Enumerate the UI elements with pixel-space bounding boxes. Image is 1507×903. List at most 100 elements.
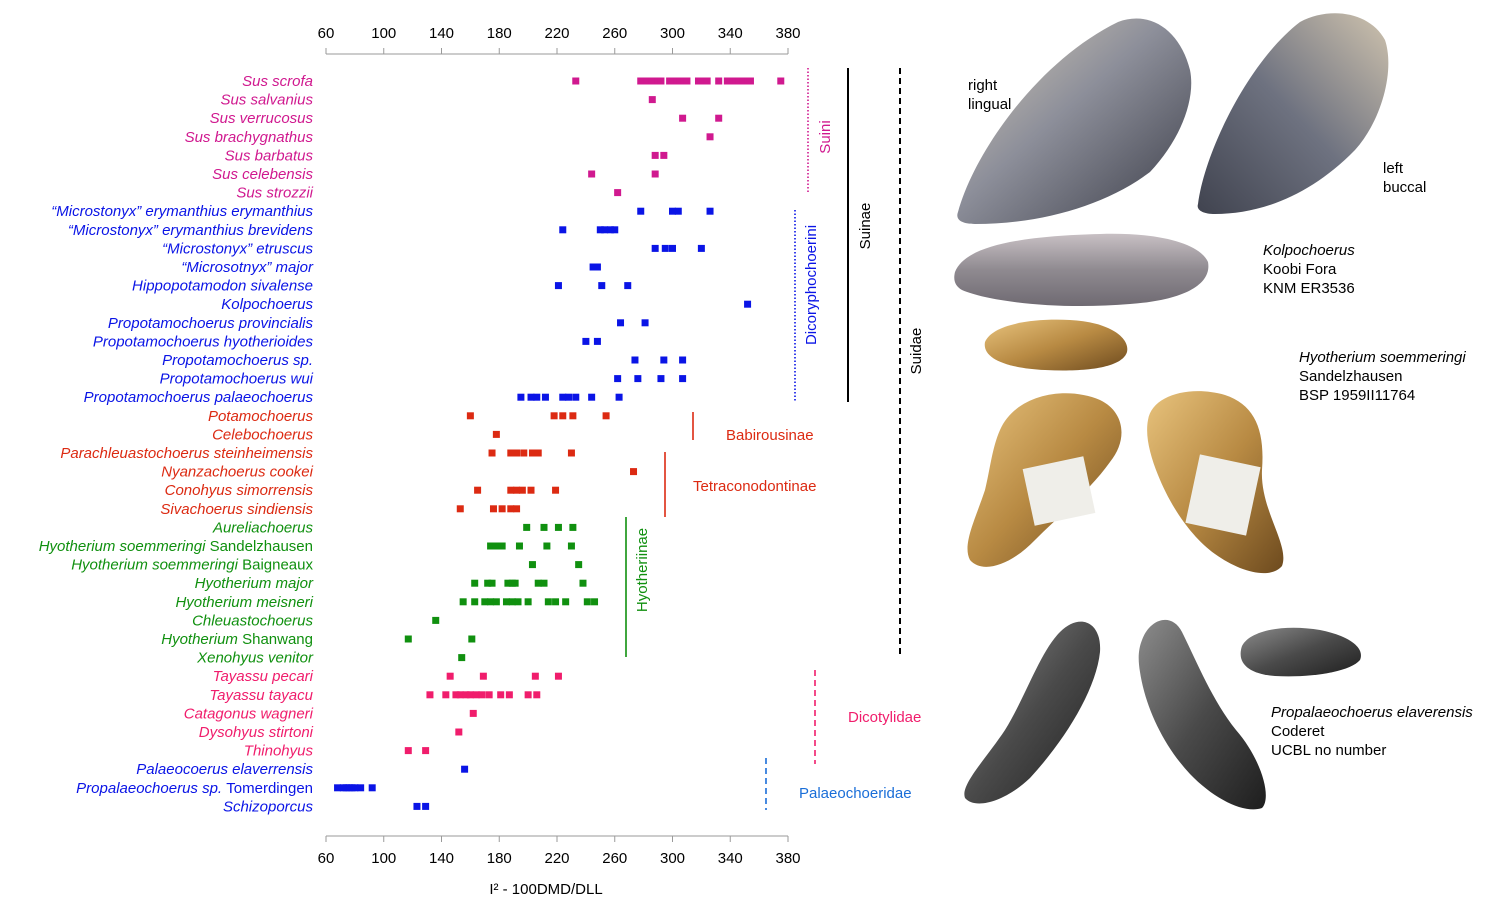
data-point bbox=[777, 77, 785, 85]
data-point bbox=[469, 709, 477, 717]
row-label: “Microsotnyx” major bbox=[181, 259, 314, 276]
data-point bbox=[492, 430, 500, 438]
kolpochoerus-specimen: KNM ER3536 bbox=[1263, 280, 1355, 297]
data-point bbox=[593, 263, 601, 271]
x-axis-top-tick-label: 140 bbox=[429, 25, 454, 42]
data-point bbox=[676, 77, 684, 85]
x-axis-bottom-tick-label: 100 bbox=[371, 850, 396, 867]
data-point bbox=[534, 579, 542, 587]
kolpochoerus-view-label-right: right lingual bbox=[968, 76, 1011, 114]
data-point bbox=[596, 226, 604, 234]
data-point bbox=[517, 393, 525, 401]
x-axis-top-tick-label: 300 bbox=[660, 25, 685, 42]
kolpochoerus-right-lingual-photo bbox=[957, 18, 1192, 224]
data-point bbox=[514, 598, 522, 606]
data-point bbox=[602, 412, 610, 420]
data-point bbox=[572, 77, 580, 85]
kolpochoerus-view-label-left: left buccal bbox=[1383, 159, 1426, 197]
kolpochoerus-left-buccal-photo bbox=[1197, 13, 1389, 215]
kolpochoerus-taxon: Kolpochoerus bbox=[1263, 242, 1355, 259]
data-point bbox=[651, 170, 659, 178]
data-point bbox=[524, 691, 532, 699]
group-label: Hyotheriinae bbox=[634, 528, 651, 612]
data-point bbox=[404, 747, 412, 755]
data-point bbox=[471, 579, 479, 587]
data-point bbox=[466, 412, 474, 420]
data-point bbox=[631, 356, 639, 364]
data-point bbox=[565, 393, 573, 401]
group-label: Babirousinae bbox=[726, 427, 814, 444]
group-label: Dicoryphochoerini bbox=[803, 225, 820, 345]
row-label: Propalaeochoerus sp. Tomerdingen bbox=[76, 780, 313, 797]
data-point bbox=[513, 505, 521, 513]
specimen-photos bbox=[954, 13, 1389, 810]
data-point bbox=[504, 579, 512, 587]
data-point bbox=[507, 486, 515, 494]
data-point bbox=[351, 784, 359, 792]
data-point bbox=[651, 151, 659, 159]
group-label: Palaeochoeridae bbox=[799, 785, 912, 802]
data-point bbox=[648, 77, 656, 85]
data-point bbox=[554, 282, 562, 290]
row-label: Sus brachygnathus bbox=[185, 129, 314, 146]
data-point bbox=[669, 77, 676, 85]
hyotherium-label-patch-1 bbox=[1022, 456, 1096, 526]
view-right: right bbox=[968, 77, 998, 94]
row-label: Celebochoerus bbox=[212, 426, 313, 443]
data-point bbox=[715, 114, 723, 122]
data-point bbox=[543, 542, 551, 550]
hyotherium-occlusal-photo bbox=[984, 319, 1128, 371]
data-point bbox=[502, 598, 510, 606]
data-point bbox=[426, 691, 434, 699]
data-point bbox=[479, 672, 487, 680]
row-label: Tayassu pecari bbox=[213, 668, 314, 685]
data-point bbox=[715, 77, 723, 85]
axes: 60 100 140 180 220 260 300 340 380 60 100 140 180 220… bbox=[318, 25, 801, 867]
data-marks bbox=[334, 77, 785, 810]
data-point bbox=[498, 542, 506, 550]
hyotherium-caption: Hyotherium soemmeringi Sandelzhausen BSP… bbox=[1299, 348, 1466, 405]
data-point bbox=[567, 542, 575, 550]
data-point bbox=[487, 542, 495, 550]
group-label: Suini bbox=[817, 120, 834, 153]
group-label: Suinae bbox=[857, 203, 874, 250]
data-point bbox=[559, 412, 567, 420]
data-point bbox=[579, 579, 587, 587]
row-label: Sus strozzii bbox=[236, 185, 313, 202]
data-point bbox=[492, 542, 500, 550]
data-point bbox=[562, 598, 570, 606]
propalaeochoerus-taxon: Propalaeochoerus elaverensis bbox=[1271, 704, 1473, 721]
data-point bbox=[505, 691, 513, 699]
data-point bbox=[520, 449, 528, 457]
data-point bbox=[598, 282, 606, 290]
data-point bbox=[540, 579, 548, 587]
x-axis-bottom-tick-label: 300 bbox=[660, 850, 685, 867]
group-label: Tetraconodontinae bbox=[693, 478, 816, 495]
view-lingual: lingual bbox=[968, 96, 1012, 113]
group-brackets: Suini Dicoryphochoerini Suinae Suidae Babiro… bbox=[625, 68, 925, 810]
data-point bbox=[611, 226, 619, 234]
row-label: “Microstonyx” erymanthius erymanthius bbox=[51, 203, 313, 220]
kolpochoerus-occlusal-photo bbox=[954, 233, 1209, 307]
data-point bbox=[468, 635, 476, 643]
row-label: Hyotherium major bbox=[195, 575, 314, 592]
data-point bbox=[518, 486, 526, 494]
row-label: Schizoporcus bbox=[223, 798, 314, 815]
data-point bbox=[484, 579, 492, 587]
data-point bbox=[422, 802, 430, 810]
data-point bbox=[679, 375, 687, 383]
data-point bbox=[660, 151, 668, 159]
data-point bbox=[528, 561, 536, 569]
data-point bbox=[471, 598, 479, 606]
x-axis-bottom-tick-label: 380 bbox=[775, 850, 800, 867]
row-label: Conohyus simorrensis bbox=[165, 482, 314, 499]
data-point bbox=[634, 375, 642, 383]
row-label: Propotamochoerus palaeochoerus bbox=[84, 389, 314, 406]
row-label: Sus verrucosus bbox=[210, 110, 314, 127]
data-point bbox=[540, 523, 548, 531]
data-point bbox=[466, 691, 474, 699]
x-axis-top-tick-label: 220 bbox=[544, 25, 569, 42]
row-label: Sus celebensis bbox=[212, 166, 313, 183]
view-buccal: buccal bbox=[1383, 179, 1427, 196]
